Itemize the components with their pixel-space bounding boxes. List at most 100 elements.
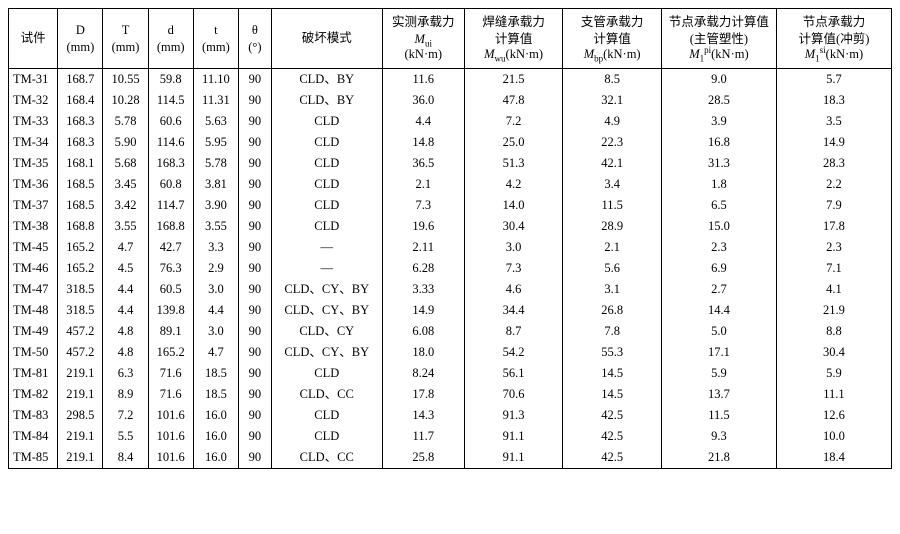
table-cell: 18.0 <box>382 342 464 363</box>
column-header: 支管承载力计算值Mbp(kN·m) <box>563 9 662 69</box>
column-header-main: t <box>196 23 236 38</box>
table-cell: 4.4 <box>103 300 148 321</box>
table-cell: CLD <box>271 174 382 195</box>
table-cell: 21.8 <box>661 447 776 469</box>
table-cell: 55.3 <box>563 342 662 363</box>
column-header: 节点承载力计算值(主管塑性)M1pi(kN·m) <box>661 9 776 69</box>
table-cell: CLD <box>271 195 382 216</box>
table-cell: 2.7 <box>661 279 776 300</box>
table-row: TM-37168.53.42114.73.9090CLD7.314.011.56… <box>9 195 892 216</box>
table-cell: 54.2 <box>464 342 563 363</box>
table-cell: 17.1 <box>661 342 776 363</box>
table-cell: 4.4 <box>103 279 148 300</box>
column-header-main: T <box>105 23 145 38</box>
table-cell: 90 <box>238 153 271 174</box>
table-cell: 9.0 <box>661 69 776 91</box>
table-cell: 90 <box>238 258 271 279</box>
table-row: TM-84219.15.5101.616.090CLD11.791.142.59… <box>9 426 892 447</box>
table-cell: 90 <box>238 195 271 216</box>
table-cell: 51.3 <box>464 153 563 174</box>
table-cell: CLD、CY <box>271 321 382 342</box>
table-cell: 17.8 <box>776 216 891 237</box>
table-cell: 114.7 <box>148 195 193 216</box>
table-cell: 70.6 <box>464 384 563 405</box>
table-cell: 3.42 <box>103 195 148 216</box>
table-cell: — <box>271 258 382 279</box>
column-header-main: D <box>60 23 100 38</box>
table-cell: CLD <box>271 426 382 447</box>
table-cell: 14.4 <box>661 300 776 321</box>
table-cell: 90 <box>238 300 271 321</box>
table-cell: 3.5 <box>776 111 891 132</box>
table-row: TM-47318.54.460.53.090CLD、CY、BY3.334.63.… <box>9 279 892 300</box>
table-cell: 60.6 <box>148 111 193 132</box>
table-cell: 114.6 <box>148 132 193 153</box>
table-cell: 32.1 <box>563 90 662 111</box>
table-cell: CLD <box>271 405 382 426</box>
table-cell: 15.0 <box>661 216 776 237</box>
table-cell: 457.2 <box>58 342 103 363</box>
table-cell: 2.1 <box>563 237 662 258</box>
table-cell: 14.3 <box>382 405 464 426</box>
table-cell: 3.0 <box>464 237 563 258</box>
column-header-sub: (mm) <box>105 40 145 55</box>
column-header-main: d <box>151 23 191 38</box>
table-cell: TM-82 <box>9 384 58 405</box>
column-header: t (mm) <box>193 9 238 69</box>
table-cell: 168.4 <box>58 90 103 111</box>
table-row: TM-31168.710.5559.811.1090CLD、BY11.621.5… <box>9 69 892 91</box>
table-cell: 101.6 <box>148 447 193 469</box>
table-cell: 219.1 <box>58 363 103 384</box>
column-header-sub: (mm) <box>196 40 236 55</box>
table-cell: 457.2 <box>58 321 103 342</box>
table-cell: 26.8 <box>563 300 662 321</box>
table-cell: 6.08 <box>382 321 464 342</box>
table-cell: 3.33 <box>382 279 464 300</box>
table-cell: 139.8 <box>148 300 193 321</box>
table-cell: TM-81 <box>9 363 58 384</box>
table-cell: 298.5 <box>58 405 103 426</box>
table-cell: 18.4 <box>776 447 891 469</box>
table-cell: 4.4 <box>193 300 238 321</box>
table-cell: 90 <box>238 405 271 426</box>
table-cell: 30.4 <box>464 216 563 237</box>
column-header-main: 试件 <box>11 31 55 46</box>
table-cell: 36.0 <box>382 90 464 111</box>
table-cell: 2.3 <box>661 237 776 258</box>
column-header: d(mm) <box>148 9 193 69</box>
table-row: TM-35168.15.68168.35.7890CLD36.551.342.1… <box>9 153 892 174</box>
table-cell: CLD <box>271 363 382 384</box>
table-cell: — <box>271 237 382 258</box>
table-cell: CLD、CY、BY <box>271 342 382 363</box>
table-cell: 5.78 <box>193 153 238 174</box>
table-cell: 219.1 <box>58 426 103 447</box>
table-cell: 21.5 <box>464 69 563 91</box>
table-cell: TM-33 <box>9 111 58 132</box>
table-cell: 16.0 <box>193 426 238 447</box>
table-cell: CLD、BY <box>271 69 382 91</box>
table-cell: 90 <box>238 174 271 195</box>
table-cell: 3.1 <box>563 279 662 300</box>
table-cell: 168.8 <box>148 216 193 237</box>
table-cell: 11.5 <box>661 405 776 426</box>
table-cell: 4.2 <box>464 174 563 195</box>
table-cell: TM-46 <box>9 258 58 279</box>
table-cell: 19.6 <box>382 216 464 237</box>
table-cell: 101.6 <box>148 426 193 447</box>
table-cell: 168.3 <box>58 111 103 132</box>
table-cell: 14.9 <box>382 300 464 321</box>
table-cell: 71.6 <box>148 363 193 384</box>
table-cell: 219.1 <box>58 384 103 405</box>
table-cell: 7.9 <box>776 195 891 216</box>
table-row: TM-82219.18.971.618.590CLD、CC17.870.614.… <box>9 384 892 405</box>
table-cell: TM-47 <box>9 279 58 300</box>
column-header-sub: (主管塑性)M1pi(kN·m) <box>664 32 774 62</box>
table-cell: 4.1 <box>776 279 891 300</box>
column-header-sub: Mui(kN·m) <box>385 32 462 62</box>
table-cell: 4.7 <box>193 342 238 363</box>
table-cell: 5.68 <box>103 153 148 174</box>
table-cell: 90 <box>238 216 271 237</box>
table-cell: 89.1 <box>148 321 193 342</box>
column-header: θ(°) <box>238 9 271 69</box>
table-cell: 168.5 <box>58 195 103 216</box>
